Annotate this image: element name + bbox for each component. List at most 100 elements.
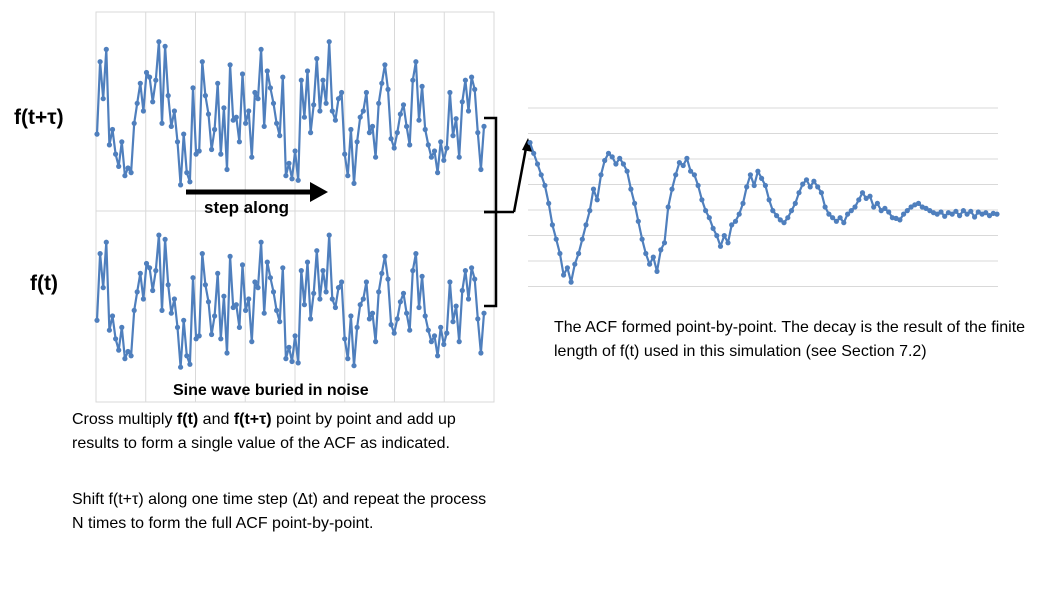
signal-top-point	[283, 173, 289, 179]
signal-top-point	[125, 165, 131, 171]
signal-bottom-point	[243, 307, 249, 313]
signal-bottom-point	[270, 289, 277, 295]
undefined-point	[684, 155, 690, 161]
signal-top-point	[475, 130, 481, 136]
signal-bottom-point	[162, 236, 168, 242]
signal-top-point	[382, 62, 388, 68]
signal-top-point	[113, 151, 119, 157]
undefined-point	[766, 197, 772, 203]
cross-multiply-paragraph: Cross multiply f(t) and f(t+τ) point by …	[72, 408, 502, 456]
signal-top-point	[419, 83, 425, 89]
signal-top-point	[100, 96, 106, 102]
signal-top-point	[140, 108, 146, 114]
undefined-point	[609, 154, 615, 160]
undefined-point	[669, 186, 675, 192]
signal-top-point	[459, 99, 465, 105]
signal-top-point	[236, 139, 242, 145]
undefined-point	[725, 240, 731, 246]
signal-top-point	[264, 68, 270, 74]
signal-bottom-point	[159, 307, 165, 313]
signal-bottom-point	[342, 336, 348, 342]
signal-bottom-point	[385, 276, 391, 282]
acf-note: The ACF formed point-by-point. The decay…	[554, 319, 1026, 360]
signal-top-point	[481, 123, 487, 129]
undefined-point	[904, 208, 910, 214]
signal-top-point	[478, 166, 484, 173]
signal-bottom-point	[116, 347, 122, 353]
signal-top-point	[267, 85, 273, 91]
undefined-point	[986, 213, 993, 219]
undefined-point	[845, 211, 851, 217]
undefined-point	[703, 208, 709, 214]
undefined-point	[553, 236, 559, 242]
signal-top-point	[345, 173, 351, 179]
signal-top-point	[422, 126, 428, 133]
signal-bottom-point	[444, 330, 450, 336]
undefined-point	[923, 205, 929, 211]
undefined-point	[695, 182, 701, 189]
step-along-arrow	[186, 182, 328, 202]
signal-bottom-point	[171, 296, 177, 302]
signal-bottom-point	[97, 251, 103, 257]
signal-bottom-point	[301, 302, 307, 308]
undefined-point	[848, 208, 854, 214]
signal-bottom-point	[413, 251, 419, 257]
signal-top-point	[128, 170, 134, 176]
signal-bottom-point	[137, 270, 143, 276]
undefined-point	[751, 182, 757, 189]
signal-top-point	[320, 77, 326, 83]
signal-top-point	[181, 131, 187, 137]
shift-paragraph: Shift f(t+τ) along one time step (Δt) an…	[72, 491, 487, 532]
undefined-point	[613, 161, 619, 167]
undefined-point	[833, 218, 840, 224]
signal-top-point	[339, 89, 345, 96]
signal-top-point	[447, 89, 453, 96]
undefined-point	[699, 197, 705, 203]
signal-top-point	[444, 145, 450, 151]
connector-arrow	[496, 138, 533, 214]
undefined-point	[732, 218, 739, 224]
signal-bottom-point	[181, 317, 187, 323]
signal-top-point	[326, 39, 332, 45]
signal-bottom-point	[320, 268, 326, 274]
signal-top-point	[286, 160, 292, 166]
signal-bottom-point	[209, 331, 215, 338]
signal-top-point	[400, 102, 407, 108]
signal-top-point	[317, 108, 323, 114]
undefined-point	[654, 268, 660, 274]
signal-top-point	[373, 154, 379, 160]
undefined-point	[635, 218, 641, 224]
signal-top-point	[472, 86, 478, 92]
signal-top-point	[462, 77, 468, 83]
undefined-point	[587, 208, 593, 214]
f-shifted-label: f(t+τ)	[14, 106, 64, 129]
undefined-point	[788, 208, 795, 214]
signal-bottom-point	[348, 313, 354, 319]
signal-bottom-point	[267, 275, 273, 281]
undefined-point	[564, 265, 571, 271]
signal-bottom-point	[103, 239, 109, 245]
signal-top-point	[280, 74, 286, 80]
signal-top-point	[168, 123, 174, 129]
signal-top-point	[379, 80, 385, 86]
signal-bottom-point	[215, 270, 221, 276]
signal-top-point	[94, 131, 100, 137]
signal-top-point	[119, 139, 125, 145]
signal-bottom-point	[335, 285, 342, 291]
signal-top-point	[258, 46, 264, 53]
signal-bottom-point	[404, 310, 410, 316]
signal-top-plot	[94, 39, 487, 188]
signal-bottom-point	[255, 285, 261, 291]
undefined-point	[867, 193, 873, 199]
undefined-point	[785, 215, 791, 221]
undefined-point	[759, 175, 765, 181]
signal-top-point	[308, 130, 314, 136]
signal-bottom-point	[376, 289, 382, 295]
undefined-point	[841, 220, 847, 226]
undefined-point	[830, 215, 836, 221]
signal-top-point	[366, 130, 372, 136]
signal-top-point	[190, 85, 196, 91]
signal-bottom-point	[441, 341, 447, 347]
undefined-point	[624, 168, 630, 174]
